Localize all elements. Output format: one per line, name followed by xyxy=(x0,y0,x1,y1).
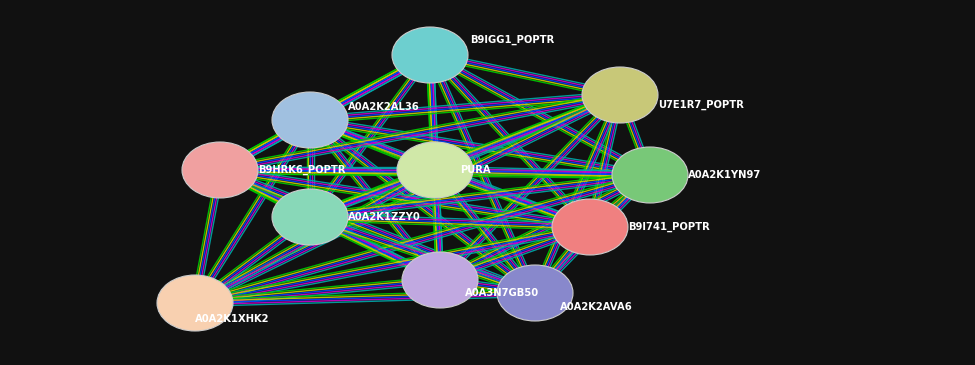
Text: B9I741_POPTR: B9I741_POPTR xyxy=(628,222,710,232)
Text: A0A2K1XHK2: A0A2K1XHK2 xyxy=(195,314,269,324)
Ellipse shape xyxy=(397,142,473,198)
Text: U7E1R7_POPTR: U7E1R7_POPTR xyxy=(658,100,744,110)
Text: B9IGG1_POPTR: B9IGG1_POPTR xyxy=(470,35,554,45)
Ellipse shape xyxy=(182,142,258,198)
Ellipse shape xyxy=(157,275,233,331)
Ellipse shape xyxy=(552,199,628,255)
Ellipse shape xyxy=(272,189,348,245)
Text: A0A2K1YN97: A0A2K1YN97 xyxy=(688,170,761,180)
Ellipse shape xyxy=(392,27,468,83)
Ellipse shape xyxy=(272,92,348,148)
Ellipse shape xyxy=(497,265,573,321)
Ellipse shape xyxy=(402,252,478,308)
Text: B9HRK6_POPTR: B9HRK6_POPTR xyxy=(258,165,345,175)
Text: A0A2K2AL36: A0A2K2AL36 xyxy=(348,102,420,112)
Text: A0A2K1ZZY0: A0A2K1ZZY0 xyxy=(348,212,421,222)
Text: A0A2K2AVA6: A0A2K2AVA6 xyxy=(560,302,633,312)
Ellipse shape xyxy=(612,147,688,203)
Ellipse shape xyxy=(582,67,658,123)
Text: PURA: PURA xyxy=(460,165,490,175)
Text: A0A3N7GB50: A0A3N7GB50 xyxy=(465,288,539,298)
